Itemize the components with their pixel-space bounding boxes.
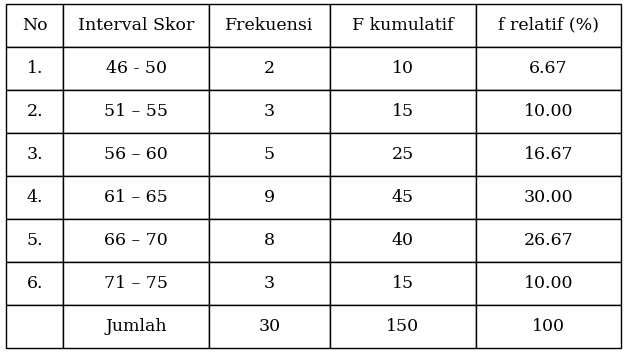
Text: 5.: 5. [27,232,43,249]
Bar [6,219,63,262]
Bar [63,262,209,305]
Text: 100: 100 [532,319,565,335]
Bar [330,305,476,348]
Text: 8: 8 [264,232,275,249]
Bar [330,219,476,262]
Text: 26.67: 26.67 [524,232,573,249]
Text: Frekuensi: Frekuensi [225,17,314,33]
Text: 4.: 4. [27,189,43,206]
Bar [476,133,621,176]
Text: f relatif (%): f relatif (%) [498,17,599,33]
Text: 71 – 75: 71 – 75 [105,275,168,292]
Bar [6,90,63,133]
Text: 150: 150 [386,319,419,335]
Bar [209,305,330,348]
Bar [476,305,621,348]
Bar [476,47,621,90]
Text: 5: 5 [264,146,275,163]
Text: 30.00: 30.00 [524,189,573,206]
Text: F kumulatif: F kumulatif [352,17,453,33]
Text: 40: 40 [392,232,413,249]
Text: 30: 30 [259,319,280,335]
Bar [6,305,63,348]
Bar [63,133,209,176]
Text: 6.67: 6.67 [529,60,567,77]
Text: 10.00: 10.00 [524,103,573,120]
Bar [6,262,63,305]
Text: 6.: 6. [27,275,43,292]
Text: 3: 3 [264,103,275,120]
Text: 61 – 65: 61 – 65 [105,189,168,206]
Bar [6,133,63,176]
Bar [330,176,476,219]
Text: No: No [22,17,48,33]
Text: 1.: 1. [27,60,43,77]
Bar [6,47,63,90]
Bar [209,47,330,90]
Bar [209,90,330,133]
Bar [209,176,330,219]
Text: 56 – 60: 56 – 60 [105,146,168,163]
Bar [63,47,209,90]
Text: 45: 45 [392,189,413,206]
Bar [330,262,476,305]
Text: Interval Skor: Interval Skor [78,17,195,33]
Text: 10.00: 10.00 [524,275,573,292]
Text: 46 - 50: 46 - 50 [106,60,167,77]
Bar [63,90,209,133]
Bar [63,305,209,348]
Bar [63,176,209,219]
Bar [476,4,621,47]
Text: 2.: 2. [27,103,43,120]
Bar [209,262,330,305]
Bar [330,90,476,133]
Text: 10: 10 [392,60,413,77]
Bar [330,47,476,90]
Bar [209,219,330,262]
Bar [330,4,476,47]
Bar [6,4,63,47]
Text: 16.67: 16.67 [524,146,573,163]
Bar [209,4,330,47]
Text: 15: 15 [392,275,413,292]
Text: 2: 2 [264,60,275,77]
Text: 25: 25 [391,146,414,163]
Bar [476,176,621,219]
Bar [476,219,621,262]
Bar [476,90,621,133]
Bar [476,262,621,305]
Text: 51 – 55: 51 – 55 [105,103,168,120]
Text: 66 – 70: 66 – 70 [105,232,168,249]
Bar [63,219,209,262]
Bar [63,4,209,47]
Text: 9: 9 [264,189,275,206]
Bar [330,133,476,176]
Text: 3.: 3. [27,146,43,163]
Text: 3: 3 [264,275,275,292]
Text: 15: 15 [392,103,413,120]
Bar [6,176,63,219]
Text: Jumlah: Jumlah [105,319,167,335]
Bar [209,133,330,176]
